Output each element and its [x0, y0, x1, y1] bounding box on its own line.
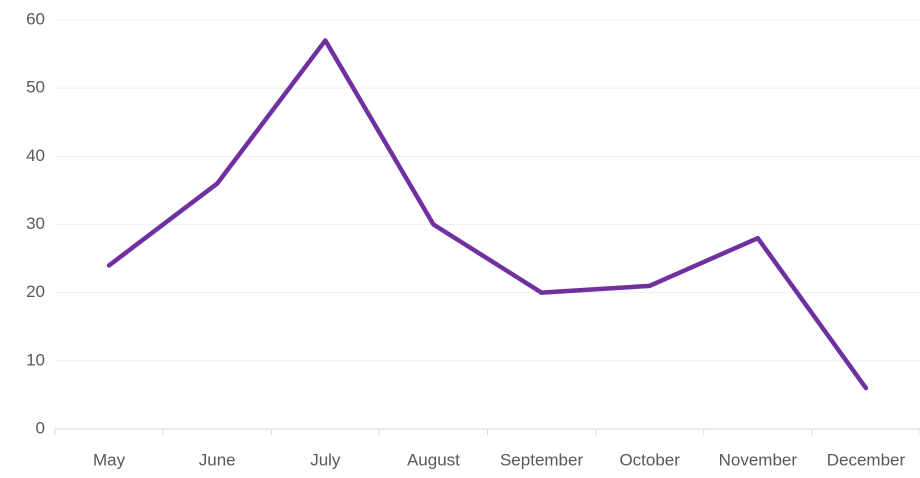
x-tick-label: December [827, 450, 906, 469]
y-tick-label: 40 [26, 146, 45, 165]
x-tick-label: July [310, 450, 341, 469]
x-tick-label: May [93, 450, 126, 469]
y-tick-label: 60 [26, 9, 45, 28]
x-tick-label: August [407, 450, 460, 469]
y-tick-label: 20 [26, 282, 45, 301]
x-tick-label: September [500, 450, 583, 469]
x-tick-label: November [719, 450, 798, 469]
x-tick-label: June [199, 450, 236, 469]
y-tick-label: 10 [26, 350, 45, 369]
y-tick-label: 50 [26, 78, 45, 97]
y-tick-label: 30 [26, 214, 45, 233]
x-tick-label: October [619, 450, 680, 469]
line-series [106, 38, 869, 391]
y-tick-label: 0 [36, 418, 45, 437]
